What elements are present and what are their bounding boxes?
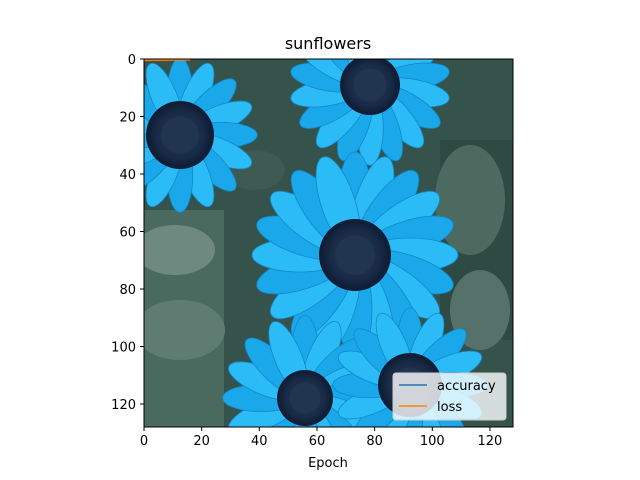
legend-label-loss: loss bbox=[437, 400, 462, 415]
leaf bbox=[144, 225, 215, 275]
flower-center-inner bbox=[289, 382, 321, 414]
x-tick-label: 120 bbox=[478, 434, 503, 449]
flower-center-inner bbox=[335, 235, 375, 275]
y-tick-label: 20 bbox=[119, 111, 136, 126]
x-tick-label: 20 bbox=[193, 434, 210, 449]
x-axis-ticks: 0 20 40 60 80 100 120 bbox=[140, 427, 502, 449]
x-tick-label: 60 bbox=[309, 434, 326, 449]
series-layer bbox=[144, 59, 191, 62]
y-tick-label: 60 bbox=[119, 226, 136, 241]
x-axis-label: Epoch bbox=[308, 456, 348, 471]
x-tick-label: 40 bbox=[251, 434, 268, 449]
sunflower bbox=[290, 59, 450, 166]
leaf bbox=[435, 145, 505, 255]
y-tick-label: 0 bbox=[128, 53, 136, 68]
chart-title: sunflowers bbox=[285, 34, 371, 53]
legend-label-accuracy: accuracy bbox=[437, 379, 496, 394]
flower-center-inner bbox=[161, 116, 199, 154]
y-tick-label: 40 bbox=[119, 168, 136, 183]
x-tick-label: 100 bbox=[420, 434, 445, 449]
series-line-loss bbox=[144, 59, 191, 62]
legend: accuracy loss bbox=[392, 372, 507, 421]
sunflower bbox=[251, 151, 459, 359]
y-axis-ticks: 0 20 40 60 80 100 120 bbox=[111, 53, 144, 413]
sunflower bbox=[144, 59, 258, 213]
x-tick-label: 0 bbox=[140, 434, 148, 449]
y-tick-label: 80 bbox=[119, 283, 136, 298]
leaf bbox=[450, 270, 510, 350]
x-tick-label: 80 bbox=[366, 434, 383, 449]
plot-frame bbox=[143, 58, 514, 428]
y-tick-label: 120 bbox=[111, 398, 136, 413]
leaf bbox=[144, 300, 225, 360]
flower-center-inner bbox=[353, 68, 387, 102]
y-tick-label: 100 bbox=[111, 341, 136, 356]
